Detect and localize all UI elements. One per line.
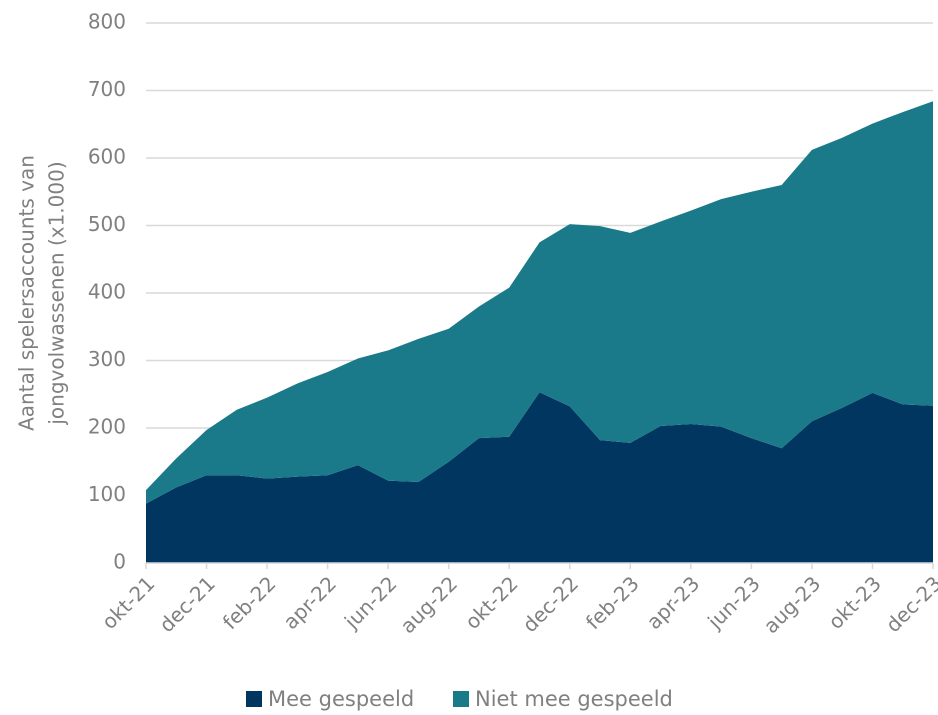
x-tick-label: apr-22 (278, 571, 341, 634)
area (146, 392, 933, 563)
x-tick-label: jun-23 (702, 571, 765, 634)
y-axis-label: Aantal spelersaccounts van (15, 155, 39, 431)
y-tick-label: 800 (88, 10, 126, 34)
y-tick-label: 300 (88, 347, 126, 371)
y-tick-label: 400 (88, 280, 126, 304)
y-tick-label: 700 (88, 77, 126, 101)
legend-swatch (246, 691, 262, 707)
x-tick-label: dec-21 (154, 571, 220, 637)
x-tick-label: dec-22 (518, 571, 584, 637)
x-tick-label: apr-23 (642, 571, 705, 634)
x-tick-label: feb-23 (581, 571, 644, 634)
legend-label: Niet mee gespeeld (475, 687, 673, 711)
x-tick-label: aug-22 (395, 571, 462, 638)
y-tick-label: 600 (88, 145, 126, 169)
x-tick-label: okt-21 (97, 571, 159, 633)
x-tick-label: feb-22 (218, 571, 281, 634)
legend-swatch (453, 691, 469, 707)
y-tick-label: 500 (88, 212, 126, 236)
x-tick-label: jun-22 (339, 571, 402, 634)
y-axis-label: jongvolwassenen (x1.000) (45, 161, 69, 425)
x-tick-label: aug-23 (759, 571, 826, 638)
x-tick-label: dec-23 (881, 571, 938, 637)
y-tick-label: 200 (88, 415, 126, 439)
area (146, 101, 933, 504)
legend-label: Mee gespeeld (268, 687, 414, 711)
y-tick-label: 0 (113, 550, 126, 574)
x-tick-label: okt-22 (460, 571, 522, 633)
y-tick-label: 100 (88, 482, 126, 506)
x-tick-label: okt-23 (823, 571, 885, 633)
